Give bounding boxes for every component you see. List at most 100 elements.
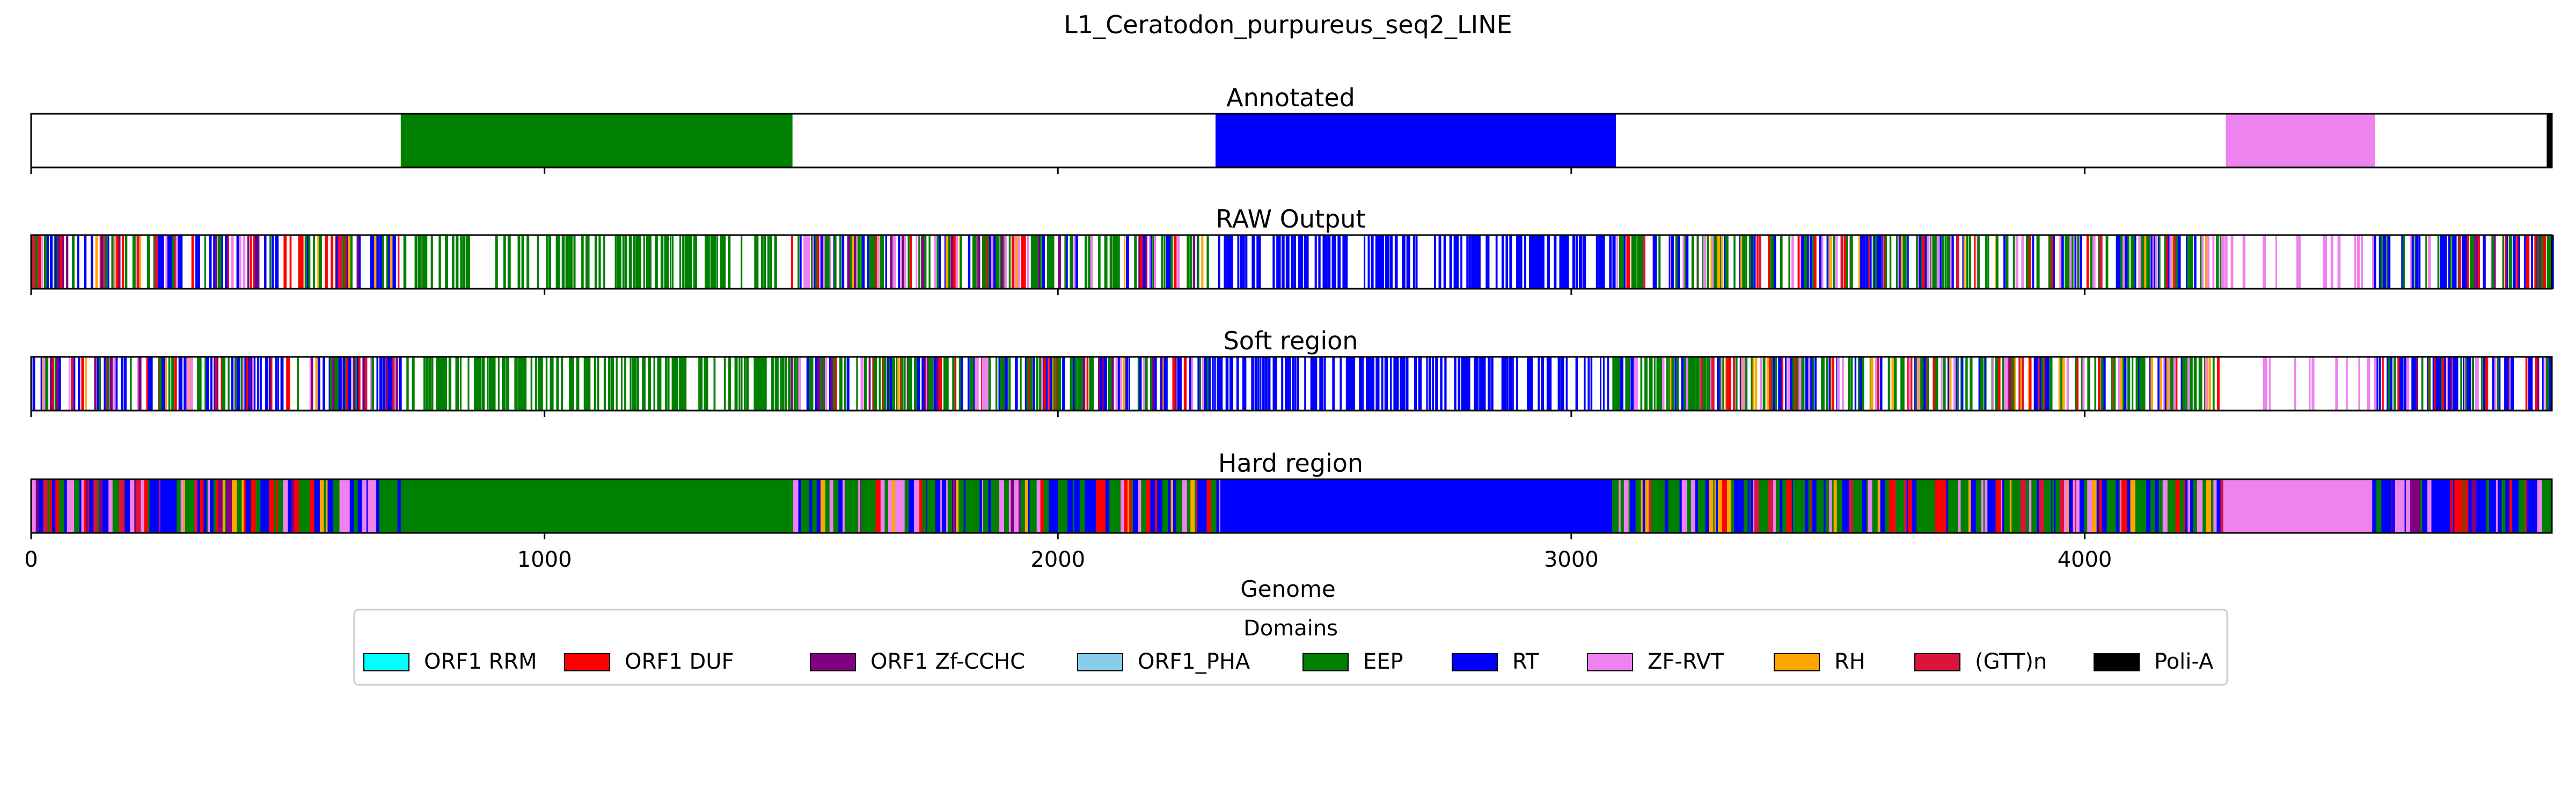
tick-orf1-zf-cchc	[353, 357, 355, 411]
tick-eep	[147, 235, 150, 289]
tick-orf1-duf	[60, 235, 63, 289]
tick-eep	[2175, 235, 2178, 289]
tick-eep	[158, 357, 162, 411]
tick-eep	[1619, 235, 1622, 289]
segment-eep	[850, 479, 853, 533]
tick-gtt-n	[1877, 357, 1880, 411]
segment-rt	[1028, 479, 1030, 533]
segment-rh	[1170, 479, 1174, 533]
tick-orf1-duf	[1727, 357, 1729, 411]
segment-orf1-duf	[2183, 479, 2186, 533]
tick-orf1-zf-cchc	[247, 235, 250, 289]
tick-eep	[1145, 357, 1148, 411]
tick-rt	[1780, 357, 1783, 411]
segment-eep	[922, 479, 927, 533]
tick-rt	[1251, 357, 1254, 411]
segment-eep	[1061, 479, 1064, 533]
tick-eep	[2077, 235, 2080, 289]
tick-rt	[1470, 235, 1472, 289]
tick-eep	[550, 357, 552, 411]
tick-zf-rvt	[2207, 235, 2210, 289]
tick-rt	[2134, 235, 2136, 289]
tick-eep	[1861, 357, 1864, 411]
tick-orf1-duf	[2217, 357, 2220, 411]
segment-rt	[2381, 479, 2385, 533]
tick-rt	[1262, 357, 1264, 411]
tick-eep	[1703, 357, 1707, 411]
segment-zf-rvt	[1015, 479, 1019, 533]
segment-eep	[867, 479, 869, 533]
segment-rt	[2527, 479, 2531, 533]
segment-eep	[2376, 479, 2382, 533]
tick-eep	[546, 235, 548, 289]
segment-rh	[231, 479, 237, 533]
tick-rt	[2003, 235, 2006, 289]
segment-orf1-duf	[84, 479, 86, 533]
tick-rt	[1395, 357, 1399, 411]
tick-zf-rvt	[2118, 357, 2121, 411]
tick-eep	[2182, 357, 2186, 411]
tick-rt	[1961, 357, 1964, 411]
segment-orf1-zf-cchc	[2410, 479, 2415, 533]
tick-orf1-zf-cchc	[49, 357, 53, 411]
tick-rt	[1479, 235, 1481, 289]
tick-eep	[1634, 235, 1637, 289]
tick-rt	[2074, 235, 2077, 289]
segment-eep	[1063, 479, 1065, 533]
tick-eep	[1206, 235, 1209, 289]
tick-orf1-duf	[1781, 357, 1783, 411]
tick-zf-rvt	[1950, 235, 1952, 289]
segment-orf1-duf	[2509, 479, 2513, 533]
segment-rt	[952, 479, 954, 533]
tick-eep	[671, 235, 674, 289]
tick-rt	[2180, 357, 2184, 411]
tick-gtt-n	[136, 235, 140, 289]
segment-eep	[825, 479, 830, 533]
tick-eep	[738, 357, 741, 411]
segment-eep	[1859, 479, 1863, 533]
segment-rt	[2440, 479, 2446, 533]
tick-eep	[839, 235, 841, 289]
tick-gtt-n	[2018, 357, 2022, 411]
tick-rt	[150, 357, 153, 411]
tick-eep	[782, 357, 785, 411]
tick-orf1-duf	[289, 235, 292, 289]
segment-zf-rvt	[2162, 479, 2165, 533]
tick-zf-rvt	[1115, 357, 1118, 411]
tick-zf-rvt	[983, 357, 986, 411]
tick-zf-rvt	[2221, 235, 2224, 289]
segment-orf1-duf	[2098, 479, 2103, 533]
tick-eep	[1614, 357, 1618, 411]
tick-orf1-duf	[1044, 357, 1046, 411]
tick-orf1-zf-cchc	[2539, 235, 2543, 289]
tick-eep	[448, 357, 452, 411]
tick-rh	[1949, 357, 1952, 411]
segment-rt	[2146, 479, 2151, 533]
segment-rt	[1202, 479, 1207, 533]
tick-rt	[1681, 357, 1684, 411]
tick-rt	[336, 235, 339, 289]
tick-rt	[1128, 357, 1130, 411]
tick-rt	[1394, 357, 1397, 411]
tick-zf-rvt	[175, 235, 179, 289]
tick-eep	[2195, 357, 2197, 411]
segment-eep	[2519, 479, 2524, 533]
tick-rt	[2464, 235, 2468, 289]
tick-rt	[1985, 357, 1987, 411]
tick-eep	[1109, 357, 1112, 411]
tick-eep	[2026, 235, 2029, 289]
tick-eep	[2038, 235, 2040, 289]
segment-zf-rvt	[2226, 114, 2375, 167]
tick-rt	[1327, 235, 1331, 289]
tick-orf1-zf-cchc	[853, 235, 857, 289]
tick-rt	[244, 357, 247, 411]
tick-eep	[767, 235, 770, 289]
segment-rt	[1150, 479, 1156, 533]
segment-eep	[958, 479, 964, 533]
tick-eep	[624, 357, 626, 411]
tick-rt	[2080, 235, 2082, 289]
tick-orf1-zf-cchc	[1152, 357, 1154, 411]
tick-eep	[916, 357, 918, 411]
tick-rt	[1516, 235, 1519, 289]
tick-rt	[917, 357, 920, 411]
